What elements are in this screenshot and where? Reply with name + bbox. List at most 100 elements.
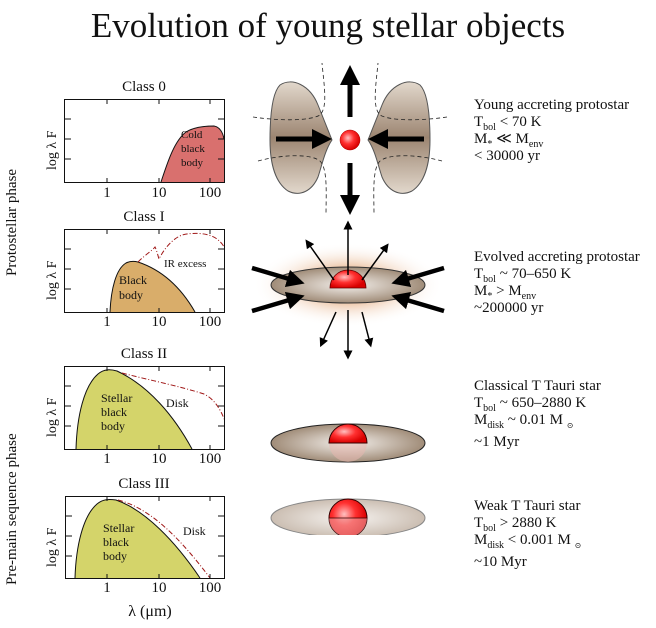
mass-line: Mdisk ~ 0.01 M ⊙ [474, 412, 601, 434]
mass-line: M* > Menv [474, 283, 640, 302]
class-0-description: Young accreting protostar Tbol < 70 K M*… [474, 97, 629, 165]
mass-symbol: M [474, 532, 488, 548]
mass-relation: ≪ [496, 131, 512, 147]
label-line: black [181, 143, 205, 155]
tbol-sub: bol [483, 523, 496, 534]
object-type: Classical T Tauri star [474, 378, 601, 394]
yso-illustrations [251, 62, 448, 535]
mass-symbol-right: M [508, 283, 522, 299]
tbol-value: ~ 650–2880 K [499, 395, 587, 411]
object-type: Evolved accreting protostar [474, 249, 640, 265]
label-line: Black [119, 273, 147, 287]
tbol-symbol: T [474, 266, 484, 282]
age-line: ~1 Myr [474, 434, 520, 450]
class-2-curve-label: Stellar black body [101, 391, 132, 433]
mass-sub-right: env [528, 139, 544, 150]
label-line: black [103, 535, 129, 549]
object-type: Weak T Tauri star [474, 498, 581, 514]
tbol-line: Tbol ~ 70–650 K [474, 266, 640, 285]
class-3-xtick-100: 100 [198, 580, 222, 596]
mass-sub: * [487, 139, 493, 150]
class-2-disk-illustration [270, 423, 426, 463]
class-0-ylabel: log λ F [45, 130, 60, 170]
figure-title: Evolution of young stellar objects [90, 6, 566, 45]
mass-sub: disk [487, 420, 505, 431]
class-0-envelope-illustration [252, 62, 448, 216]
tbol-line: Tbol ~ 650–2880 K [474, 395, 601, 414]
tbol-line: Tbol > 2880 K [474, 515, 581, 534]
mass-line: M* ≪ Menv [474, 131, 629, 150]
label-line: black [101, 405, 127, 419]
mass-relation: ~ 0.01 M [507, 412, 563, 428]
mass-symbol: M [474, 131, 488, 147]
class-1-xtick-100: 100 [198, 314, 222, 330]
age-line: < 30000 yr [474, 148, 540, 164]
tbol-sub: bol [483, 403, 496, 414]
class-0-xtick-100: 100 [198, 185, 222, 201]
class-1-excess-label: IR excess [164, 258, 207, 270]
class-1-sed-plot: Black body IR excess [64, 229, 225, 313]
tbol-value: < 70 K [499, 114, 542, 130]
mass-symbol: M [474, 283, 488, 299]
class-0-xtick-10: 10 [151, 185, 167, 201]
class-1-xtick-10: 10 [151, 314, 167, 330]
label-line: Stellar [101, 391, 133, 405]
class-2-xtick-10: 10 [151, 451, 167, 467]
x-axis-label: λ (μm) [128, 603, 172, 620]
class-2-title: Class II [120, 346, 168, 362]
class-1-disk-illustration [251, 220, 445, 360]
phase-label-pre-main-sequence: Pre-main sequence phase [4, 433, 20, 585]
mass-symbol-right: M [515, 131, 529, 147]
class-2-xtick-1: 1 [103, 451, 111, 467]
class-3-description: Weak T Tauri star Tbol > 2880 K Mdisk < … [474, 498, 581, 571]
class-3-disk-illustration [270, 498, 426, 535]
label-line: body [181, 157, 203, 169]
tbol-line: Tbol < 70 K [474, 114, 629, 133]
object-type: Young accreting protostar [474, 97, 630, 113]
mass-relation: > [496, 283, 505, 299]
class-1-ylabel: log λ F [45, 260, 60, 300]
phase-label-protostellar: Protostellar phase [4, 168, 20, 276]
label-line: body [119, 288, 143, 302]
age-line: ~10 Myr [474, 554, 527, 570]
class-2-description: Classical T Tauri star Tbol ~ 650–2880 K… [474, 378, 601, 451]
class-3-disk-label: Disk [183, 524, 206, 538]
class-3-sed-plot: Stellar black body Disk [65, 496, 225, 579]
class-3-xtick-10: 10 [151, 580, 167, 596]
class-0-curve-label: Cold black body [181, 128, 205, 170]
class-3-title: Class III [118, 476, 170, 492]
class-3-xtick-1: 1 [103, 580, 111, 596]
mass-symbol: M [474, 412, 488, 428]
label-line: Stellar [103, 521, 135, 535]
solar-mass-icon: ⊙ [574, 541, 582, 550]
mass-line: Mdisk < 0.001 M ⊙ [474, 532, 581, 554]
label-line: body [103, 549, 127, 563]
mass-sub: disk [487, 540, 505, 551]
class-1-curve-label: Black body [119, 273, 147, 303]
tbol-symbol: T [474, 114, 484, 130]
tbol-value: > 2880 K [499, 515, 557, 531]
mass-sub-right: env [521, 291, 537, 302]
class-2-xtick-100: 100 [198, 451, 222, 467]
class-1-description: Evolved accreting protostar Tbol ~ 70–65… [474, 249, 640, 317]
class-0-sed-plot: Cold black body [64, 99, 225, 183]
solar-mass-icon: ⊙ [566, 421, 574, 430]
class-2-sed-plot: Stellar black body Disk [64, 366, 225, 450]
tbol-sub: bol [483, 274, 496, 285]
tbol-sub: bol [483, 122, 496, 133]
label-line: Cold [181, 129, 203, 141]
mass-sub: * [487, 291, 493, 302]
class-2-disk-label: Disk [166, 396, 189, 410]
class-1-xtick-1: 1 [103, 314, 111, 330]
tbol-symbol: T [474, 395, 484, 411]
class-0-title: Class 0 [122, 79, 166, 95]
tbol-value: ~ 70–650 K [499, 266, 572, 282]
tbol-symbol: T [474, 515, 484, 531]
class-0-xtick-1: 1 [103, 185, 111, 201]
class-3-ylabel: log λ F [45, 527, 60, 567]
class-3-curve-label: Stellar black body [103, 521, 134, 563]
age-line: ~200000 yr [474, 300, 544, 316]
mass-relation: < 0.001 M [507, 532, 571, 548]
label-line: body [101, 419, 125, 433]
class-2-ylabel: log λ F [45, 397, 60, 437]
